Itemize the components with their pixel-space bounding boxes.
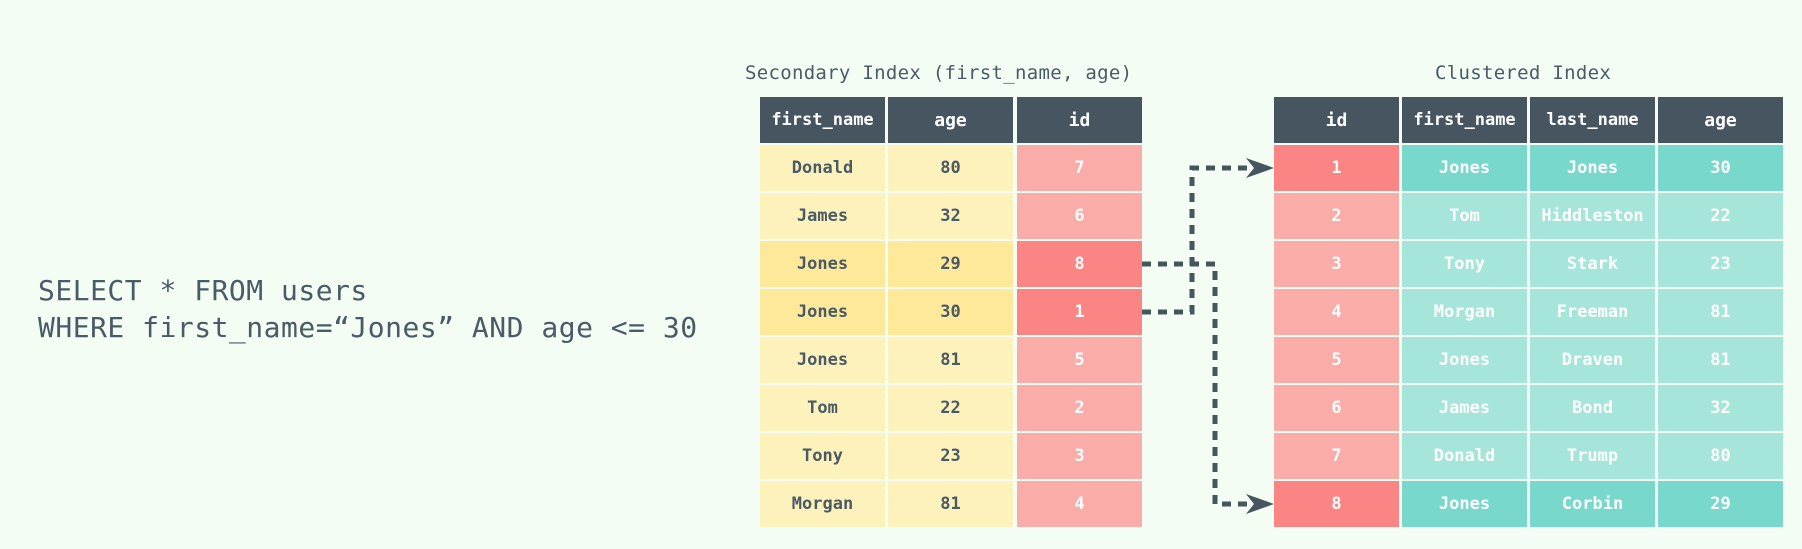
secondary-cell-id: 1 (1017, 289, 1142, 335)
lookup-arrow-line (1142, 165, 1252, 315)
clustered-cell-id: 1 (1274, 145, 1399, 191)
secondary-cell-id: 5 (1017, 337, 1142, 383)
clustered-header-last-name: last_name (1530, 97, 1655, 143)
secondary-cell-age: 30 (888, 289, 1013, 335)
secondary-cell-first-name: Jones (760, 241, 885, 287)
clustered-cell-id: 5 (1274, 337, 1399, 383)
clustered-cell-id: 8 (1274, 481, 1399, 527)
lookup-arrowhead-icon (1246, 158, 1274, 178)
secondary-cell-age: 23 (888, 433, 1013, 479)
secondary-cell-age: 81 (888, 337, 1013, 383)
clustered-cell-age: 23 (1658, 241, 1783, 287)
clustered-cell-age: 32 (1658, 385, 1783, 431)
secondary-cell-first-name: Tony (760, 433, 885, 479)
clustered-cell-last-name: Trump (1530, 433, 1655, 479)
clustered-cell-first-name: Tom (1402, 193, 1527, 239)
secondary-cell-age: 22 (888, 385, 1013, 431)
secondary-header-age: age (888, 97, 1013, 143)
lookup-arrowhead-icon (1246, 494, 1274, 514)
clustered-cell-age: 80 (1658, 433, 1783, 479)
clustered-cell-first-name: Jones (1402, 481, 1527, 527)
clustered-cell-first-name: Jones (1402, 145, 1527, 191)
sql-query: SELECT * FROM users WHERE first_name=“Jo… (38, 272, 698, 346)
clustered-cell-age: 30 (1658, 145, 1783, 191)
secondary-cell-first-name: Jones (760, 289, 885, 335)
clustered-cell-first-name: Morgan (1402, 289, 1527, 335)
clustered-cell-age: 29 (1658, 481, 1783, 527)
clustered-header-age: age (1658, 97, 1783, 143)
clustered-index-title: Clustered Index (1435, 62, 1612, 84)
secondary-cell-age: 81 (888, 481, 1013, 527)
secondary-index-title: Secondary Index (first_name, age) (745, 62, 1133, 84)
clustered-cell-first-name: James (1402, 385, 1527, 431)
clustered-cell-last-name: Hiddleston (1530, 193, 1655, 239)
clustered-cell-id: 7 (1274, 433, 1399, 479)
secondary-cell-id: 8 (1017, 241, 1142, 287)
clustered-cell-first-name: Jones (1402, 337, 1527, 383)
clustered-header-first-name: first_name (1402, 97, 1527, 143)
secondary-cell-id: 6 (1017, 193, 1142, 239)
secondary-cell-id: 4 (1017, 481, 1142, 527)
secondary-cell-age: 29 (888, 241, 1013, 287)
secondary-cell-age: 80 (888, 145, 1013, 191)
secondary-header-first-name: first_name (760, 97, 885, 143)
clustered-cell-id: 3 (1274, 241, 1399, 287)
secondary-cell-first-name: Morgan (760, 481, 885, 527)
sql-query-line-2: WHERE first_name=“Jones” AND age <= 30 (38, 311, 698, 344)
secondary-cell-first-name: Tom (760, 385, 885, 431)
sql-query-line-1: SELECT * FROM users (38, 274, 368, 307)
clustered-cell-id: 6 (1274, 385, 1399, 431)
clustered-header-id: id (1274, 97, 1399, 143)
secondary-cell-first-name: Donald (760, 145, 885, 191)
clustered-cell-first-name: Tony (1402, 241, 1527, 287)
lookup-arrow-line (1142, 261, 1252, 507)
clustered-cell-last-name: Stark (1530, 241, 1655, 287)
secondary-cell-id: 7 (1017, 145, 1142, 191)
secondary-cell-age: 32 (888, 193, 1013, 239)
clustered-cell-last-name: Jones (1530, 145, 1655, 191)
clustered-cell-id: 4 (1274, 289, 1399, 335)
clustered-cell-last-name: Draven (1530, 337, 1655, 383)
secondary-cell-id: 3 (1017, 433, 1142, 479)
clustered-cell-last-name: Corbin (1530, 481, 1655, 527)
secondary-cell-id: 2 (1017, 385, 1142, 431)
clustered-cell-age: 22 (1658, 193, 1783, 239)
secondary-cell-first-name: James (760, 193, 885, 239)
clustered-cell-last-name: Freeman (1530, 289, 1655, 335)
clustered-cell-first-name: Donald (1402, 433, 1527, 479)
clustered-cell-last-name: Bond (1530, 385, 1655, 431)
clustered-cell-age: 81 (1658, 337, 1783, 383)
secondary-header-id: id (1017, 97, 1142, 143)
secondary-cell-first-name: Jones (760, 337, 885, 383)
clustered-cell-age: 81 (1658, 289, 1783, 335)
clustered-cell-id: 2 (1274, 193, 1399, 239)
